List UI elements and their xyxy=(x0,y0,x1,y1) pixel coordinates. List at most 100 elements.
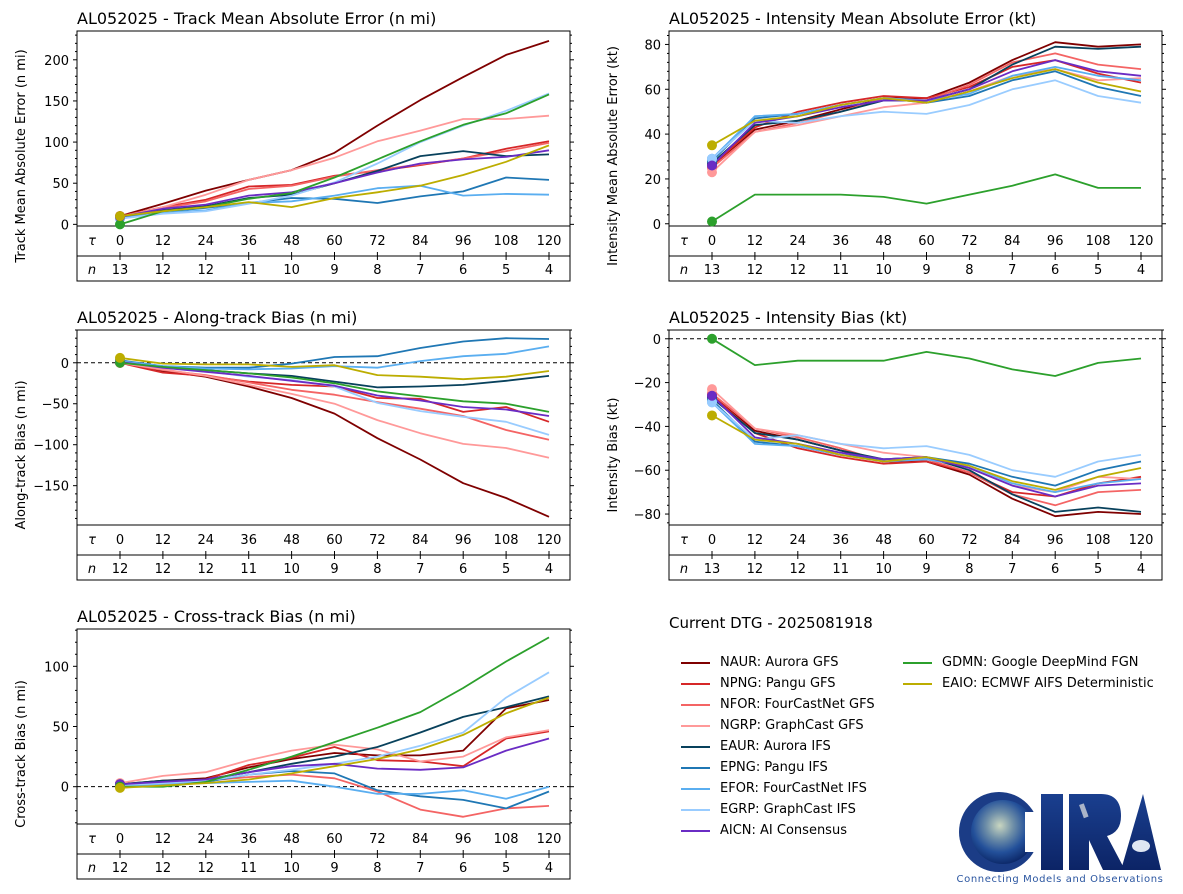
series-group xyxy=(707,333,1142,518)
x-tick-label: 0 xyxy=(116,832,124,847)
series-group xyxy=(115,40,550,230)
x-tick-label: 12 xyxy=(747,533,764,548)
series-group xyxy=(707,41,1142,227)
legend-item-efor: EFOR: FourCastNet IFS xyxy=(669,778,875,799)
legend-label: NGRP: GraphCast GFS xyxy=(720,718,864,733)
x-tick-label: 12 xyxy=(747,234,764,249)
x-tick-label: 84 xyxy=(1004,234,1021,249)
satellite-icon xyxy=(1079,803,1089,819)
legend-swatch xyxy=(681,829,710,832)
x-tick-label: 12 xyxy=(155,832,172,847)
y-tick-label: −60 xyxy=(634,464,661,479)
sample-count-label: 4 xyxy=(545,562,553,577)
legend-item-epng: EPNG: Pangu IFS xyxy=(669,757,875,778)
chart-title: AL052025 - Intensity Mean Absolute Error… xyxy=(669,9,1036,28)
x-tick-label: 12 xyxy=(155,533,172,548)
legend-column-1: NAUR: Aurora GFS NPNG: Pangu GFS NFOR: Fou… xyxy=(669,652,875,841)
x-tick-label: 120 xyxy=(537,533,562,548)
sample-count-label: 9 xyxy=(922,263,930,278)
x-tick-label: 24 xyxy=(198,533,215,548)
sample-count-label: 12 xyxy=(112,861,129,876)
x-tick-label: 120 xyxy=(1129,234,1154,249)
x-tick-label: 108 xyxy=(1086,234,1111,249)
series-line-eaur xyxy=(711,397,1142,513)
sample-count-label: 7 xyxy=(416,562,424,577)
series-line-eaio xyxy=(711,414,1142,491)
series-line-gdmn xyxy=(711,173,1141,223)
legend-item-egrp: EGRP: GraphCast IFS xyxy=(669,799,875,820)
x-tick-label: 108 xyxy=(494,234,519,249)
plot-frame xyxy=(668,30,1163,282)
sample-count-label: 6 xyxy=(459,562,467,577)
series-line-egrp xyxy=(711,79,1142,160)
x-tick-label: 84 xyxy=(1004,533,1021,548)
series-group xyxy=(115,636,550,818)
x-tick-label: 60 xyxy=(918,533,935,548)
x-tick-label: 60 xyxy=(326,234,343,249)
sample-count-label: 9 xyxy=(922,562,930,577)
y-tick-label: 0 xyxy=(653,333,661,348)
x-tick-label: 84 xyxy=(412,234,429,249)
sample-count-label: 8 xyxy=(373,861,381,876)
x-tick-label: 96 xyxy=(455,832,472,847)
series-line-eaur xyxy=(119,695,550,786)
series-line-efor xyxy=(711,401,1142,494)
y-tick-label: 60 xyxy=(644,83,661,98)
sample-count-label: 4 xyxy=(545,263,553,278)
series-line-efor xyxy=(119,184,550,220)
tau-row-label: τ xyxy=(88,234,96,249)
n-row-label: n xyxy=(680,263,688,278)
y-tick-label: −80 xyxy=(634,508,661,523)
start-marker-eaio xyxy=(115,782,125,793)
sample-count-label: 10 xyxy=(875,562,892,577)
x-tick-label: 84 xyxy=(412,832,429,847)
sample-count-label: 5 xyxy=(1094,562,1102,577)
legend-swatch xyxy=(681,766,710,769)
x-tick-label: 0 xyxy=(116,533,124,548)
chart-title: AL052025 - Cross-track Bias (n mi) xyxy=(77,607,356,626)
y-tick-label: 50 xyxy=(52,721,69,736)
x-tick-label: 72 xyxy=(369,234,386,249)
x-tick-label: 96 xyxy=(1047,234,1064,249)
x-tick-label: 120 xyxy=(1129,533,1154,548)
y-tick-label: −40 xyxy=(634,420,661,435)
tau-row-label: τ xyxy=(88,832,96,847)
series-line-epng xyxy=(119,770,550,810)
sample-count-label: 12 xyxy=(155,263,172,278)
y-tick-label: −100 xyxy=(33,439,69,454)
y-tick-label: 0 xyxy=(61,357,69,372)
n-row-label: n xyxy=(88,263,96,278)
legend-label: NFOR: FourCastNet GFS xyxy=(720,697,875,712)
legend-swatch xyxy=(681,682,710,685)
x-tick-label: 24 xyxy=(198,832,215,847)
start-marker-aicn xyxy=(707,390,717,401)
y-axis-label: Cross-track Bias (n mi) xyxy=(14,680,29,828)
chart-cross-track-bias: AL052025 - Cross-track Bias (n mi) Cross-… xyxy=(14,607,574,880)
sample-count-label: 5 xyxy=(502,263,510,278)
sample-count-label: 9 xyxy=(330,562,338,577)
y-tick-label: 200 xyxy=(44,54,69,69)
x-tick-label: 108 xyxy=(1086,533,1111,548)
x-tick-label: 72 xyxy=(369,533,386,548)
x-tick-label: 48 xyxy=(283,234,300,249)
x-tick-label: 72 xyxy=(961,234,978,249)
sample-count-label: 5 xyxy=(1094,263,1102,278)
legend-swatch xyxy=(681,703,710,706)
sample-count-label: 10 xyxy=(283,562,300,577)
legend-title: Current DTG - 2025081918 xyxy=(669,614,873,632)
x-tick-label: 36 xyxy=(832,533,849,548)
y-tick-label: −150 xyxy=(33,480,69,495)
chart-along-track-bias: AL052025 - Along-track Bias (n mi) Along-… xyxy=(14,308,574,581)
series-line-eaio xyxy=(711,68,1142,147)
x-tick-label: 48 xyxy=(875,234,892,249)
legend-swatch xyxy=(903,661,932,664)
chart-track-mae: AL052025 - Track Mean Absolute Error (n … xyxy=(14,9,574,282)
sample-count-label: 13 xyxy=(704,562,721,577)
legend-label: EPNG: Pangu IFS xyxy=(720,760,828,775)
sample-count-label: 6 xyxy=(459,263,467,278)
series-line-naur xyxy=(711,41,1142,167)
series-line-aicn xyxy=(119,737,550,786)
x-tick-label: 60 xyxy=(326,832,343,847)
legend-swatch xyxy=(903,682,932,685)
